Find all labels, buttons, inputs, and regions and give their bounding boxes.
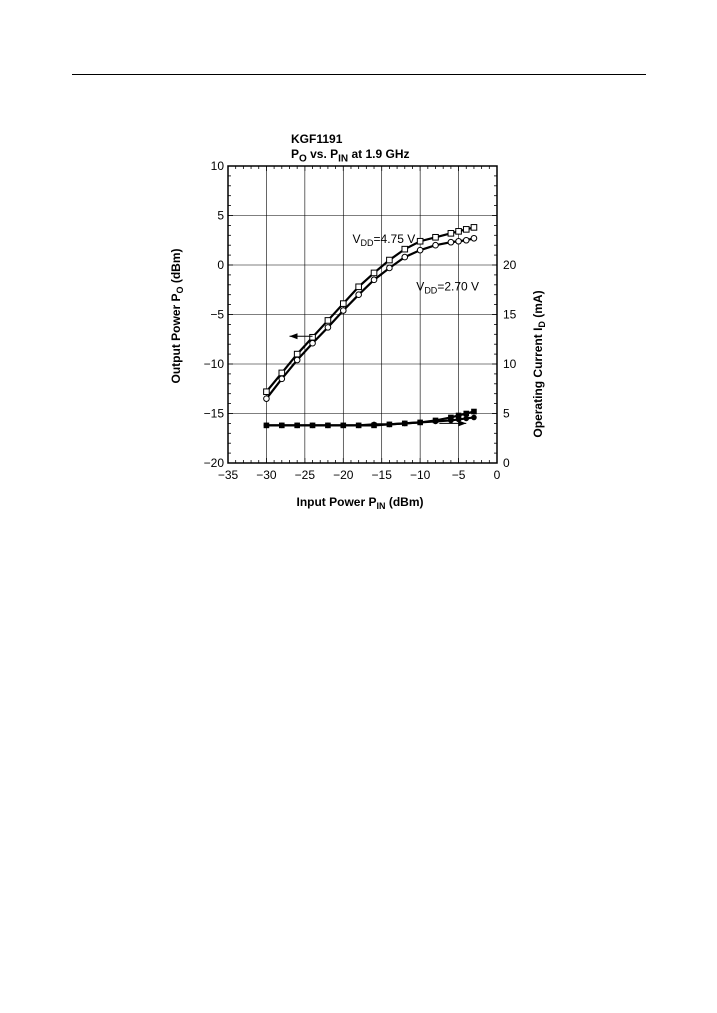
x-tick-label: −5 [452,468,466,482]
data-point [463,415,470,422]
chart-subtitle: PO vs. PIN at 1.9 GHz [291,147,410,165]
data-point [339,307,347,314]
data-point [309,339,316,347]
x-tick-label: −15 [372,468,393,482]
data-point [470,234,478,242]
data-point [370,269,378,277]
y-tick-label-left: −20 [204,456,225,470]
y-tick-label-left: −5 [210,308,224,322]
y-tick-label-left: −10 [204,357,225,371]
x-axis-label: Input Power PIN (dBm) [296,495,423,511]
y-tick-label-left: 10 [211,159,225,173]
data-point [447,238,455,246]
data-point [455,412,462,419]
data-point [471,408,477,415]
series-open-circle [263,234,478,402]
series-annotation: VDD=2.70 V [416,280,479,296]
y-tick-label-right: 5 [503,407,510,421]
data-point [471,414,477,421]
y-tick-label-right: 10 [503,357,517,371]
data-point [432,233,439,241]
data-point [263,395,270,402]
data-point [455,416,462,423]
data-point [370,276,378,284]
y-tick-label-right: 0 [503,456,510,470]
y-axis-label-right: Operating Current ID (mA) [531,290,547,437]
series-open-square [263,224,478,396]
data-point [293,350,301,358]
data-point [455,228,462,235]
y-tick-label-left: −15 [204,407,225,421]
series-line [266,416,475,427]
chart-title-block: KGF1191 PO vs. PIN at 1.9 GHz [291,132,410,166]
axis-arrow-right [439,420,467,427]
grid [228,166,497,463]
data-point [339,300,347,307]
data-point [309,422,316,429]
data-point [294,422,300,429]
data-point [263,422,270,429]
data-point [416,237,424,245]
data-point [340,422,347,429]
data-point [462,236,470,244]
data-point [324,324,332,331]
data-point [386,264,393,272]
data-point [355,283,362,291]
data-point [293,356,301,364]
y-tick-label-right: 15 [503,308,517,322]
header-rule [72,74,646,75]
data-point [432,241,439,249]
data-point [355,291,362,299]
x-tick-label: 0 [494,468,501,482]
series-line [265,226,475,393]
data-point [448,414,454,421]
y-axis-label-left: Output Power PO (dBm) [169,248,185,383]
data-point [401,253,409,261]
x-tick-label: −20 [333,468,354,482]
arrow-head [458,420,467,427]
data-point [401,245,409,253]
data-point [324,317,332,324]
data-point [386,256,393,264]
y-tick-label-right: 20 [503,258,517,272]
arrow-head [289,333,298,340]
data-point [279,422,285,429]
data-point [447,230,455,237]
y-tick-label-left: 0 [217,258,224,272]
series [263,224,478,429]
chart-title: KGF1191 [291,132,343,146]
series-annotation: VDD=4.75 V [353,232,416,248]
y-tick-label-left: 5 [217,209,224,223]
series-filled-circle [263,414,477,429]
data-point [386,421,393,428]
data-point [371,421,377,428]
data-point [470,224,478,231]
data-point [401,420,408,427]
x-tick-label: −30 [256,468,277,482]
axis-arrow-left [289,333,313,340]
ticks: −35 −30 −25 −20 −15 −10 −5 0 −20 −15 −10 −5 0 5 10 0 5 10… [204,159,517,482]
x-tick-label: −10 [410,468,431,482]
x-tick-label: −35 [218,468,239,482]
data-point [462,226,470,233]
data-point [263,388,270,396]
data-point [309,333,316,341]
data-point [448,417,454,424]
data-point [455,237,462,245]
data-point [416,246,424,254]
annotations: VDD=4.75 V VDD=2.70 V [289,232,479,427]
series-line [265,237,475,400]
x-tick-label: −25 [295,468,316,482]
data-point [325,422,331,429]
data-point [355,422,362,429]
data-point [432,418,439,425]
data-point [417,419,423,426]
data-point [463,410,470,417]
data-point [278,375,286,383]
